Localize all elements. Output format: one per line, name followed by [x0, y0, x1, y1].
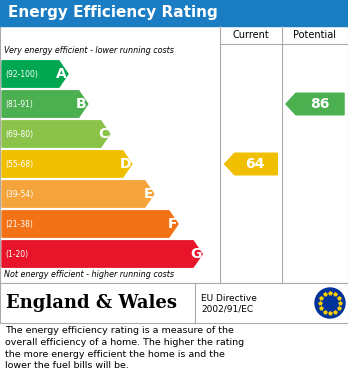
Text: (21-38): (21-38) [5, 219, 33, 228]
Text: 64: 64 [245, 157, 265, 171]
Text: 2002/91/EC: 2002/91/EC [201, 305, 253, 314]
Text: C: C [98, 127, 109, 141]
Text: G: G [190, 247, 201, 261]
Text: 86: 86 [310, 97, 330, 111]
Polygon shape [2, 211, 178, 237]
Bar [0, 283, 348, 323]
Text: (69-80): (69-80) [5, 129, 33, 138]
Text: Potential: Potential [293, 30, 337, 40]
Text: (81-91): (81-91) [5, 99, 33, 108]
Polygon shape [2, 61, 68, 87]
Text: A: A [56, 67, 67, 81]
Polygon shape [2, 91, 88, 117]
Circle shape [315, 288, 345, 318]
Bar [0, 0, 348, 26]
Text: England & Wales: England & Wales [6, 294, 177, 312]
Text: D: D [119, 157, 131, 171]
Text: Energy Efficiency Rating: Energy Efficiency Rating [8, 5, 218, 20]
Text: Current: Current [232, 30, 269, 40]
Polygon shape [2, 181, 154, 207]
Polygon shape [286, 93, 344, 115]
Text: (92-100): (92-100) [5, 70, 38, 79]
Text: The energy efficiency rating is a measure of the
overall efficiency of a home. T: The energy efficiency rating is a measur… [5, 326, 244, 370]
Text: EU Directive: EU Directive [201, 294, 257, 303]
Polygon shape [2, 121, 110, 147]
Text: B: B [76, 97, 87, 111]
Text: F: F [167, 217, 177, 231]
Polygon shape [2, 151, 132, 177]
Polygon shape [225, 153, 277, 175]
Text: E: E [143, 187, 153, 201]
Text: Very energy efficient - lower running costs: Very energy efficient - lower running co… [4, 46, 174, 55]
Text: Not energy efficient - higher running costs: Not energy efficient - higher running co… [4, 270, 174, 279]
Text: (1-20): (1-20) [5, 249, 28, 258]
Text: (39-54): (39-54) [5, 190, 33, 199]
Text: (55-68): (55-68) [5, 160, 33, 169]
Bar [0, 26, 348, 283]
Polygon shape [2, 241, 202, 267]
